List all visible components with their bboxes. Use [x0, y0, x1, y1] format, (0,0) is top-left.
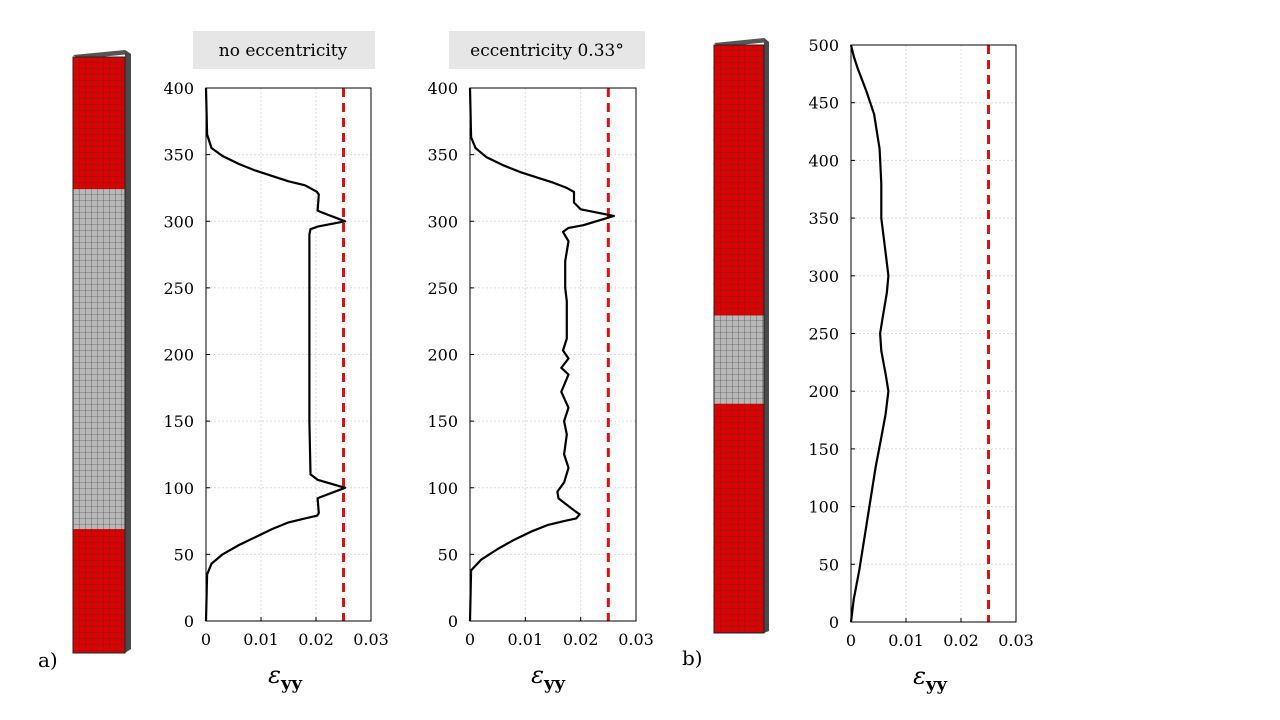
- x-axis-label: εyy: [913, 662, 947, 695]
- plot-frame: [205, 87, 372, 622]
- y-tick-label: 150: [163, 412, 194, 431]
- x-tick-label: 0.03: [618, 630, 654, 649]
- panel-label-a: a): [38, 648, 58, 672]
- y-tick-label: 450: [808, 94, 839, 113]
- plot-frame: [850, 44, 1017, 623]
- x-tick-label: 0.03: [998, 631, 1034, 650]
- specimen-a: [72, 50, 131, 654]
- plot-frame: [469, 87, 637, 622]
- strain-profile-line: [849, 44, 890, 623]
- specimen-b-side-face: [764, 38, 769, 633]
- y-tick-label: 300: [427, 212, 458, 231]
- y-tick-label: 100: [808, 498, 839, 517]
- x-tick-label: 0: [846, 631, 856, 650]
- y-tick-label: 300: [163, 212, 194, 231]
- chart-title: eccentricity 0.33°: [470, 41, 624, 61]
- y-tick-label: 250: [163, 279, 194, 298]
- y-tick-label: 350: [808, 209, 839, 228]
- chart-title-box: [449, 31, 645, 69]
- y-tick-label: 100: [427, 479, 458, 498]
- y-tick-label: 200: [427, 346, 458, 365]
- y-tick-label: 0: [448, 612, 458, 631]
- x-tick-label: 0.03: [353, 630, 389, 649]
- y-tick-label: 400: [808, 151, 839, 170]
- x-axis-label: εyy: [268, 661, 302, 694]
- strain-plot-eccentricity: eccentricity 0.33° 0 0.01 0.02 0.03 0 50 100 150…: [427, 31, 654, 694]
- chart-title-box: [193, 31, 375, 69]
- specimen-b-mesh: [714, 45, 764, 633]
- y-tick-label: 100: [163, 479, 194, 498]
- y-tick-label: 400: [163, 79, 194, 98]
- y-tick-label: 50: [819, 555, 839, 574]
- x-tick-label: 0: [465, 630, 475, 649]
- x-tick-label: 0.02: [563, 630, 599, 649]
- y-tick-label: 50: [438, 545, 458, 564]
- chart-title: no eccentricity: [219, 41, 348, 61]
- y-tick-label: 250: [427, 279, 458, 298]
- x-axis-label: εyy: [531, 661, 565, 694]
- y-tick-label: 250: [808, 325, 839, 344]
- x-tick-label: 0: [201, 630, 211, 649]
- y-tick-label: 200: [808, 382, 839, 401]
- x-tick-label: 0.01: [508, 630, 544, 649]
- y-tick-label: 350: [163, 146, 194, 165]
- strain-profile-line: [204, 87, 347, 622]
- y-tick-label: 400: [427, 79, 458, 98]
- specimen-a-outline: [72, 56, 126, 654]
- y-tick-label: 200: [163, 346, 194, 365]
- x-tick-label: 0.02: [943, 631, 979, 650]
- y-tick-label: 150: [808, 440, 839, 459]
- y-tick-label: 500: [808, 36, 839, 55]
- y-tick-label: 0: [184, 612, 194, 631]
- x-tick-label: 0.01: [888, 631, 924, 650]
- strain-profile-line: [468, 87, 616, 622]
- y-tick-label: 50: [174, 545, 194, 564]
- y-tick-label: 300: [808, 267, 839, 286]
- strain-plot-specimen-b: 0 0.01 0.02 0.03 0 50 100 150 200 250 300 350 400 450…: [808, 36, 1033, 695]
- y-tick-label: 350: [427, 146, 458, 165]
- specimen-a-side-face: [125, 50, 131, 653]
- x-tick-label: 0.02: [298, 630, 334, 649]
- specimen-b: [713, 38, 769, 634]
- x-tick-label: 0.01: [243, 630, 279, 649]
- specimen-a-mesh: [73, 57, 125, 653]
- y-tick-label: 0: [829, 613, 839, 632]
- panel-label-b: b): [682, 646, 703, 670]
- y-tick-label: 150: [427, 412, 458, 431]
- specimen-b-outline: [713, 44, 765, 634]
- strain-plot-no-eccentricity: no eccentricity 0 0.01 0.02 0.03 0 50 100 150 200…: [163, 31, 389, 694]
